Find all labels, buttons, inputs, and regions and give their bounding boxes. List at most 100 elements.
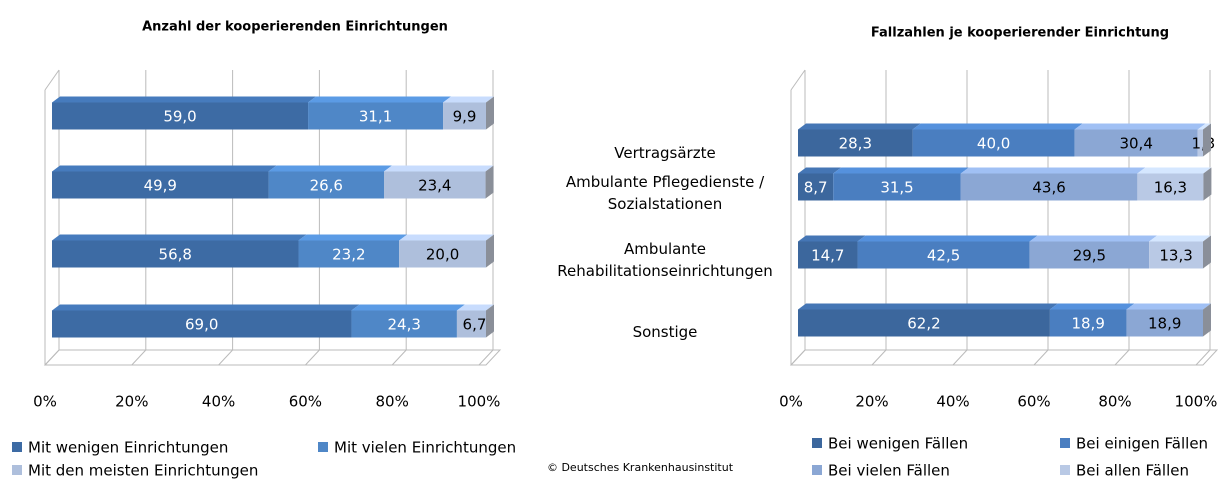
bar-end — [486, 96, 494, 130]
value-label: 26,6 — [310, 177, 343, 195]
bar-top — [1049, 303, 1135, 310]
bar — [798, 129, 913, 157]
value-label: 23,2 — [332, 246, 365, 264]
bar-top — [960, 167, 1146, 174]
value-label: 8,7 — [804, 179, 828, 197]
x-tick-label: 20% — [855, 393, 888, 411]
bar — [798, 241, 858, 269]
value-label: 59,0 — [163, 108, 196, 126]
bar-end — [1203, 303, 1211, 337]
x-tick-label: 20% — [115, 393, 148, 411]
legend-label: Bei wenigen Fällen — [828, 435, 968, 453]
chart-title: Fallzahlen je kooperierender Einrichtung — [871, 26, 1169, 41]
bar-end — [486, 304, 494, 338]
legend-label: Bei vielen Fällen — [828, 462, 950, 479]
x-tick-label: 0% — [779, 393, 803, 411]
grid-line — [478, 70, 494, 366]
bar — [857, 241, 1030, 269]
value-label: 23,4 — [418, 177, 451, 195]
x-tick-label: 40% — [936, 393, 969, 411]
x-tick-label: 60% — [289, 393, 322, 411]
bar-top — [798, 235, 866, 242]
bar — [798, 173, 834, 201]
x-tick-label: 0% — [33, 393, 57, 411]
bar — [798, 309, 1050, 337]
bar-end — [486, 234, 494, 268]
bar-top — [298, 234, 408, 241]
bar-top — [268, 165, 393, 172]
value-label: 9,9 — [453, 108, 477, 126]
value-label: 31,5 — [880, 179, 913, 197]
value-label: 28,3 — [839, 135, 872, 153]
grid-line — [1114, 70, 1130, 366]
floor — [789, 349, 1219, 366]
bar-end — [1203, 235, 1211, 269]
value-label: 18,9 — [1148, 315, 1181, 333]
grid-line — [44, 70, 60, 366]
legend-swatch — [12, 442, 22, 452]
value-label: 40,0 — [977, 135, 1010, 153]
legend-swatch — [1060, 465, 1070, 475]
bar — [1137, 173, 1204, 201]
value-label: 56,8 — [159, 246, 192, 264]
value-label: 42,5 — [927, 247, 960, 265]
value-label: 24,3 — [387, 316, 420, 334]
value-label: 20,0 — [426, 246, 459, 264]
category-label: Ambulante Rehabilitationseinrichtungen — [557, 240, 773, 280]
legend-label: Mit wenigen Einrichtungen — [28, 439, 228, 457]
grid-line — [131, 70, 147, 366]
value-label: 30,4 — [1119, 135, 1152, 153]
value-label: 16,3 — [1154, 179, 1187, 197]
bar-top — [1074, 123, 1206, 130]
bar — [351, 310, 457, 338]
bar-top — [52, 96, 317, 103]
x-tick-label: 80% — [376, 393, 409, 411]
value-label: 13,3 — [1159, 247, 1192, 265]
bar — [443, 102, 486, 130]
bar — [298, 240, 400, 268]
bar-top — [351, 304, 465, 311]
bar — [52, 240, 299, 268]
bar-top — [833, 167, 969, 174]
bar — [960, 173, 1138, 201]
grid-line — [871, 70, 887, 366]
category-label: Sonstige — [632, 323, 698, 341]
bar — [308, 102, 444, 130]
bar-top — [1197, 123, 1211, 130]
source: © Deutsches Krankenhausinstitut — [547, 461, 734, 474]
value-label: 18,9 — [1071, 315, 1104, 333]
bar — [1049, 309, 1127, 337]
bar — [268, 171, 385, 199]
bar-end — [1203, 167, 1212, 201]
bar — [1197, 129, 1203, 157]
x-tick-label: 80% — [1098, 393, 1131, 411]
value-label: 31,1 — [359, 108, 392, 126]
grid-line — [1195, 70, 1211, 366]
value-label: 14,7 — [811, 247, 844, 265]
category-label: Ambulante Pflegedienste / Sozialstatione… — [565, 173, 765, 213]
x-tick-label: 100% — [458, 393, 501, 411]
value-label: 69,0 — [185, 316, 218, 334]
value-label: 6,7 — [463, 316, 487, 334]
legend-swatch — [812, 438, 822, 448]
grid-line — [391, 70, 407, 366]
bar — [1074, 129, 1198, 157]
value-label: 62,2 — [907, 315, 940, 333]
value-label: 43,6 — [1032, 179, 1065, 197]
bar — [833, 173, 961, 201]
legend-label: Mit den meisten Einrichtungen — [28, 462, 258, 479]
legend-swatch — [812, 465, 822, 475]
floor — [43, 349, 502, 366]
bar — [1149, 241, 1203, 269]
bar-top — [1149, 235, 1211, 242]
bar-top — [1126, 303, 1211, 310]
bar — [1029, 241, 1150, 269]
bar — [52, 171, 269, 199]
bar-top — [798, 123, 921, 130]
bar-top — [857, 235, 1038, 242]
bar-top — [399, 234, 494, 241]
x-tick-label: 40% — [202, 393, 235, 411]
bar-end — [485, 165, 494, 199]
grid-line — [1033, 70, 1049, 366]
